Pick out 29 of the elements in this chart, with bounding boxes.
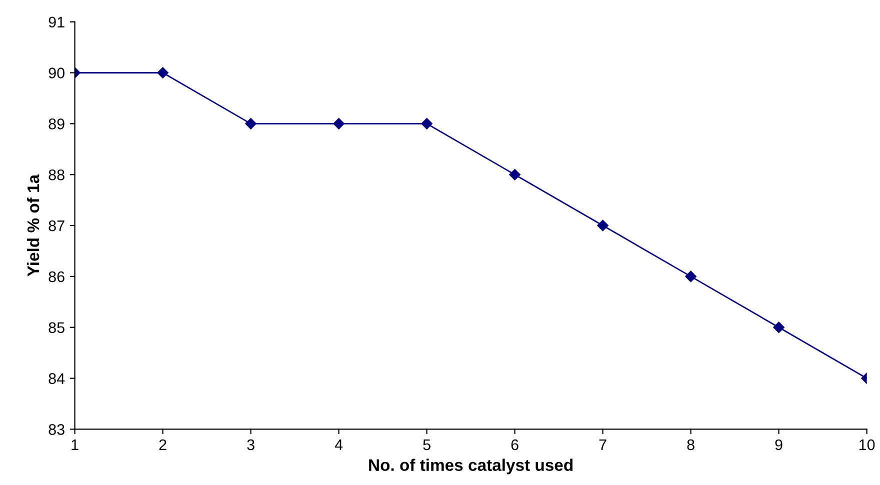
x-tick-label: 2	[159, 439, 166, 450]
y-tick-label: 90	[48, 68, 64, 78]
x-tick-label: 7	[599, 440, 606, 450]
x-tick-label: 10	[859, 439, 875, 450]
point	[245, 118, 256, 130]
y-tick-label: 88	[48, 169, 64, 180]
x-tick-label: 6	[511, 439, 518, 450]
x-axis-title: No. of times catalyst used	[369, 458, 573, 474]
y-tick-label: 87	[48, 220, 64, 232]
point	[597, 220, 608, 232]
y-tick-label: 86	[48, 271, 64, 282]
x-tick-label: 4	[334, 440, 343, 450]
y-tick-label: 84	[48, 373, 65, 384]
y-tick-label: 83	[48, 424, 64, 435]
y-tick-label: 89	[48, 118, 64, 130]
point	[333, 118, 344, 130]
point	[685, 270, 696, 282]
x-tick-label: 8	[687, 439, 694, 450]
x-tick-label: 3	[247, 439, 254, 450]
y-tick-label: 85	[48, 322, 64, 334]
point	[157, 67, 168, 78]
y-tick-label: 91	[48, 16, 64, 28]
point	[773, 322, 784, 333]
x-tick-label: 9	[775, 439, 782, 450]
x-tick-label: 1	[72, 440, 78, 450]
y-axis-title: Yield % of 1a	[26, 174, 40, 276]
point	[509, 168, 520, 180]
x-tick-label: 5	[423, 440, 430, 450]
point	[421, 118, 432, 130]
